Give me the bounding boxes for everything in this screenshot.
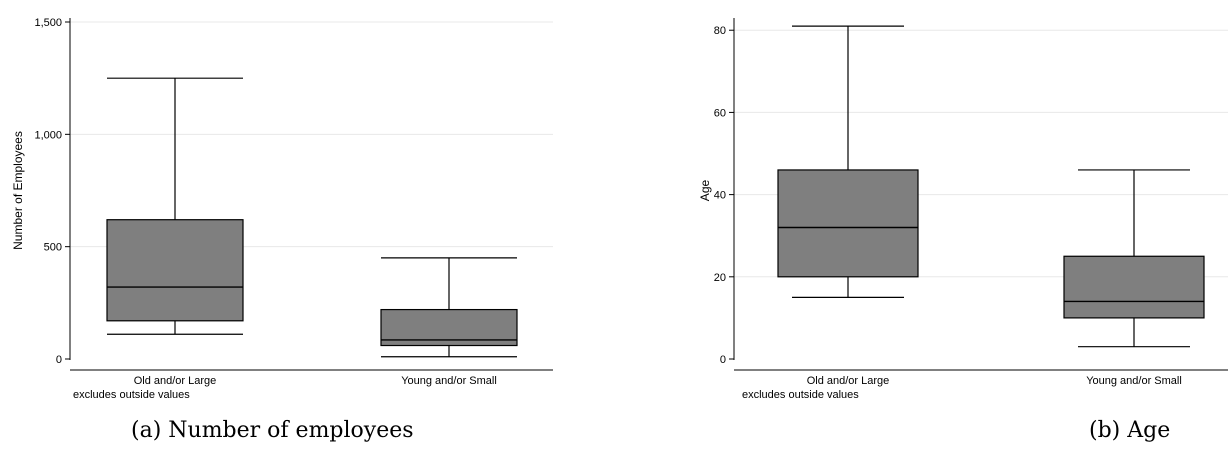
y-tick-label: 0: [720, 354, 726, 366]
box-iqr: [106, 219, 244, 322]
y-tick-label: 80: [714, 25, 726, 37]
chart-panel-employees: 0 500 1,000 1,500 Number of Employees Old and…: [11, 17, 553, 401]
chart-age-svg: 0 20 40 60 80 Age Old and/or Large Young and/or…: [698, 18, 1228, 401]
y-axis-label: Age: [698, 180, 712, 202]
caption-employees: (a) Number of employees: [131, 418, 414, 443]
box-iqr: [777, 169, 919, 278]
x-category-label: Old and/or Large: [807, 375, 890, 387]
x-category-label: Young and/or Small: [401, 375, 497, 387]
caption-age: (b) Age: [1089, 418, 1171, 443]
note-text: excludes outside values: [73, 389, 190, 401]
x-category-label: Old and/or Large: [134, 375, 217, 387]
chart-employees-svg: 0 500 1,000 1,500 Number of Employees Old and…: [11, 17, 553, 401]
y-tick-label: 0: [56, 354, 62, 366]
y-tick-label: 1,000: [34, 129, 62, 141]
y-tick-label: 40: [714, 190, 726, 202]
y-tick-label: 1,500: [34, 17, 62, 29]
x-category-label: Young and/or Small: [1086, 375, 1182, 387]
box-iqr: [1063, 255, 1205, 319]
y-tick-label: 500: [44, 242, 62, 254]
y-axis-label: Number of Employees: [11, 131, 25, 250]
y-tick-label: 60: [714, 107, 726, 119]
y-tick-label: 20: [714, 272, 726, 284]
chart-panel-age: 0 20 40 60 80 Age Old and/or Large Young and/or…: [614, 0, 1228, 456]
note-text: excludes outside values: [742, 389, 859, 401]
